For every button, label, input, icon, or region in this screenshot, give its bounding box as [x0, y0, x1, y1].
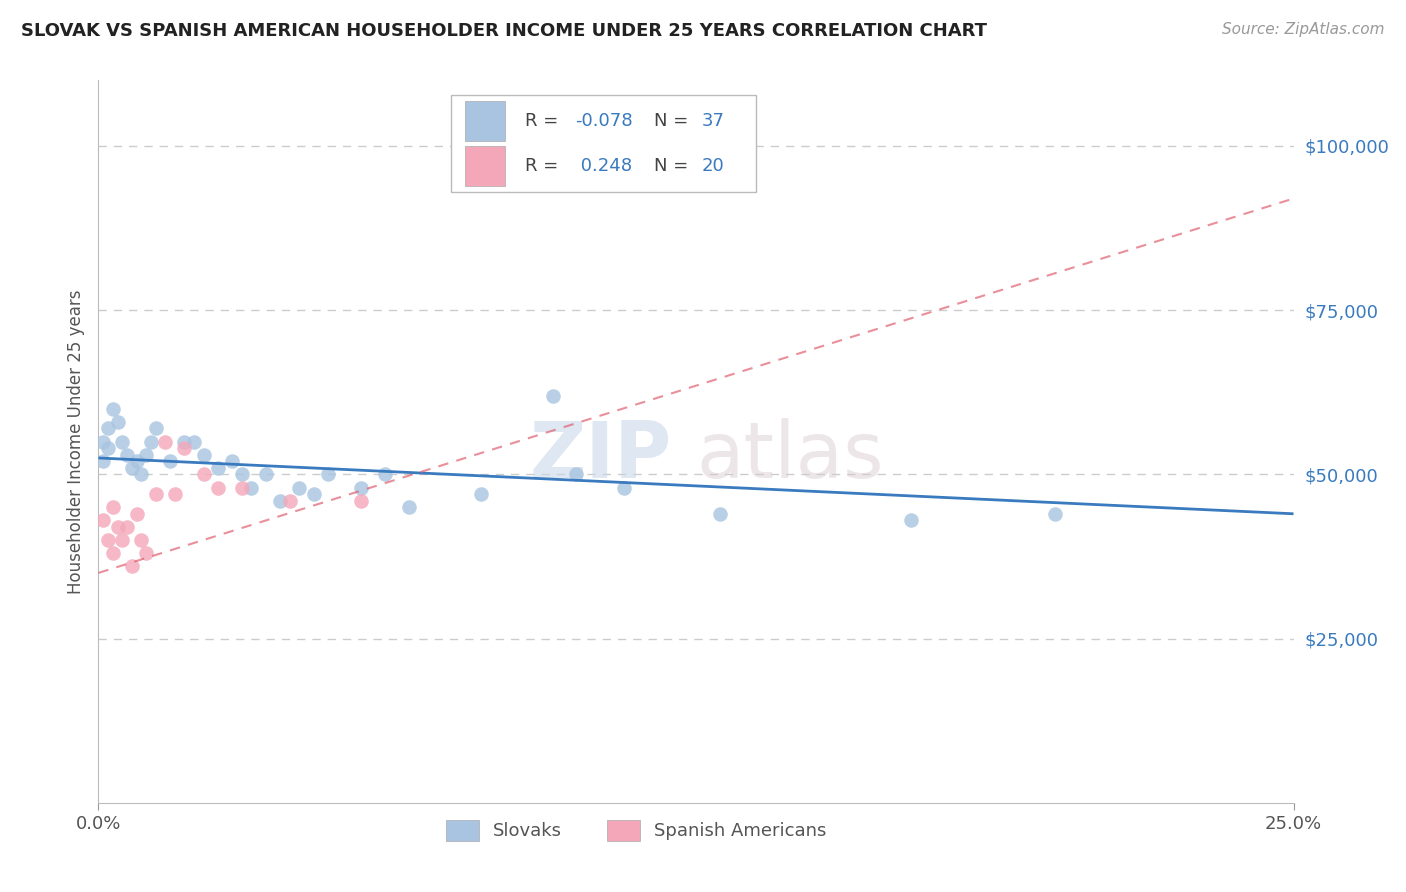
Point	[101, 500, 124, 515]
Point	[145, 421, 167, 435]
Point	[97, 441, 120, 455]
Point	[541, 388, 564, 402]
FancyBboxPatch shape	[465, 101, 505, 141]
Point	[107, 415, 129, 429]
Point	[91, 434, 114, 449]
Point	[91, 513, 114, 527]
Point	[278, 493, 301, 508]
Point	[1043, 507, 1066, 521]
Point	[709, 507, 731, 521]
Point	[231, 481, 253, 495]
FancyBboxPatch shape	[451, 95, 756, 193]
Point	[135, 448, 157, 462]
Legend: Slovaks, Spanish Americans: Slovaks, Spanish Americans	[439, 813, 834, 848]
Point	[470, 487, 492, 501]
Text: N =: N =	[654, 112, 695, 130]
Y-axis label: Householder Income Under 25 years: Householder Income Under 25 years	[66, 289, 84, 594]
Text: ZIP: ZIP	[530, 418, 672, 494]
Text: SLOVAK VS SPANISH AMERICAN HOUSEHOLDER INCOME UNDER 25 YEARS CORRELATION CHART: SLOVAK VS SPANISH AMERICAN HOUSEHOLDER I…	[21, 22, 987, 40]
FancyBboxPatch shape	[465, 146, 505, 186]
Point	[398, 500, 420, 515]
Text: R =: R =	[524, 112, 564, 130]
Point	[125, 507, 148, 521]
Point	[135, 546, 157, 560]
Text: N =: N =	[654, 157, 695, 175]
Point	[350, 493, 373, 508]
Point	[163, 487, 186, 501]
Point	[173, 434, 195, 449]
Point	[207, 481, 229, 495]
Point	[107, 520, 129, 534]
Point	[350, 481, 373, 495]
Point	[231, 467, 253, 482]
Point	[269, 493, 291, 508]
Point	[316, 467, 339, 482]
Point	[91, 454, 114, 468]
Point	[115, 448, 138, 462]
Point	[240, 481, 263, 495]
Point	[159, 454, 181, 468]
Point	[121, 460, 143, 475]
Text: R =: R =	[524, 157, 564, 175]
Point	[101, 546, 124, 560]
Point	[374, 467, 396, 482]
Text: Source: ZipAtlas.com: Source: ZipAtlas.com	[1222, 22, 1385, 37]
Point	[254, 467, 277, 482]
Point	[900, 513, 922, 527]
Point	[183, 434, 205, 449]
Point	[207, 460, 229, 475]
Text: 20: 20	[702, 157, 724, 175]
Point	[111, 533, 134, 547]
Point	[101, 401, 124, 416]
Point	[111, 434, 134, 449]
Text: -0.078: -0.078	[575, 112, 633, 130]
Point	[565, 467, 588, 482]
Point	[145, 487, 167, 501]
Point	[221, 454, 243, 468]
Text: 0.248: 0.248	[575, 157, 633, 175]
Point	[155, 434, 177, 449]
Point	[288, 481, 311, 495]
Point	[125, 454, 148, 468]
Point	[193, 467, 215, 482]
Point	[139, 434, 162, 449]
Point	[131, 533, 153, 547]
Point	[97, 421, 120, 435]
Point	[115, 520, 138, 534]
Point	[193, 448, 215, 462]
Point	[613, 481, 636, 495]
Point	[173, 441, 195, 455]
Text: atlas: atlas	[696, 418, 883, 494]
Point	[302, 487, 325, 501]
Point	[121, 559, 143, 574]
Point	[131, 467, 153, 482]
Text: 37: 37	[702, 112, 725, 130]
Point	[97, 533, 120, 547]
